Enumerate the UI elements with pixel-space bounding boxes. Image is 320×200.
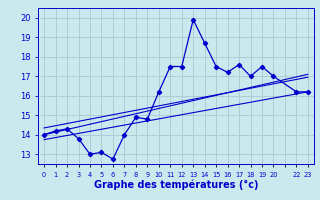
X-axis label: Graphe des températures (°c): Graphe des températures (°c) [94, 179, 258, 190]
